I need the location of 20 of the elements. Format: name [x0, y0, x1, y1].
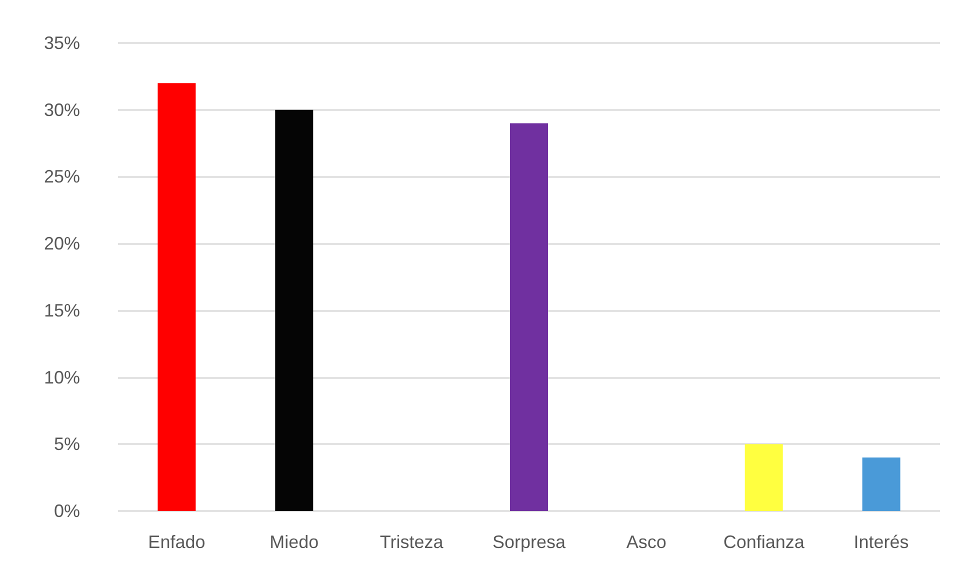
x-tick-label: Interés [854, 532, 909, 552]
bar [158, 83, 196, 511]
bar [510, 123, 548, 511]
x-tick-label: Enfado [148, 532, 206, 552]
bar [744, 444, 783, 511]
y-tick-label: 10% [44, 367, 80, 388]
y-tick-label: 5% [54, 434, 80, 454]
y-tick-label: 15% [44, 300, 80, 320]
bar [862, 458, 900, 511]
x-tick-label: Confianza [723, 532, 806, 552]
bar [275, 110, 314, 511]
x-tick-label: Tristeza [380, 532, 444, 552]
y-tick-label: 35% [44, 33, 80, 53]
y-tick-label: 30% [44, 100, 80, 120]
x-tick-label: Sorpresa [492, 532, 567, 552]
y-tick-label: 25% [44, 166, 80, 187]
x-tick-label: Miedo [270, 532, 319, 552]
y-tick-label: 20% [44, 234, 80, 254]
y-tick-label: 0% [54, 501, 80, 521]
x-tick-label: Asco [626, 532, 666, 552]
